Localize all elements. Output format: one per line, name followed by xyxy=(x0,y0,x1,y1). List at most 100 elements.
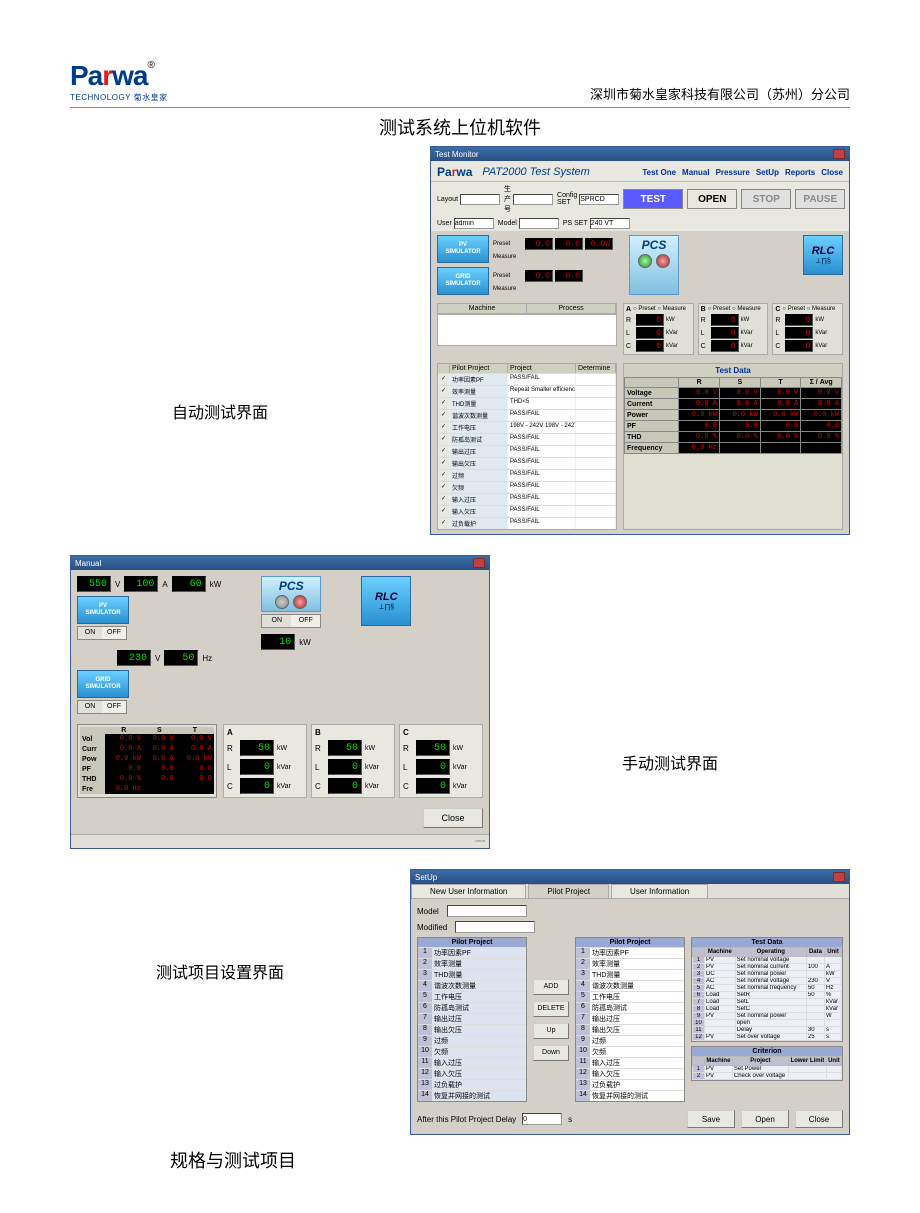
table-row[interactable]: ✓输出欠压PASS/FAIL xyxy=(438,457,616,469)
list-item[interactable]: 3THD测量 xyxy=(576,969,684,980)
open-button[interactable]: Open xyxy=(741,1110,789,1128)
list-item[interactable]: 11输入过压 xyxy=(576,1057,684,1068)
close-button[interactable]: Close xyxy=(795,1110,843,1128)
table-row[interactable]: 2PVSet nominal current100A xyxy=(693,964,842,971)
list-item[interactable]: 4谐波次数测量 xyxy=(576,980,684,991)
list-item[interactable]: 4谐波次数测量 xyxy=(418,980,526,991)
sn-input[interactable] xyxy=(513,194,553,205)
list-item[interactable]: 13过负载护 xyxy=(418,1079,526,1090)
menu-manual[interactable]: Manual xyxy=(682,168,710,177)
table-row[interactable]: 9PVSet nominal powerW xyxy=(693,1013,842,1020)
list-item[interactable]: 9过频 xyxy=(576,1035,684,1046)
list-item[interactable]: 6防孤岛测试 xyxy=(418,1002,526,1013)
delay-input[interactable] xyxy=(522,1113,562,1125)
stop-icon[interactable] xyxy=(656,254,670,268)
menu-setup[interactable]: SetUp xyxy=(756,168,779,177)
list-item[interactable]: 5工作电压 xyxy=(576,991,684,1002)
delete-button[interactable]: DELETE xyxy=(533,1001,569,1017)
table-row[interactable]: ✓欠频PASS/FAIL xyxy=(438,481,616,493)
list-item[interactable]: 6防孤岛测试 xyxy=(576,1002,684,1013)
list-item[interactable]: 11输入过压 xyxy=(418,1057,526,1068)
table-row[interactable]: 10open xyxy=(693,1020,842,1027)
tab-user-info[interactable]: New User Information xyxy=(411,884,526,898)
menu-close[interactable]: Close xyxy=(821,168,843,177)
pv-kw-led[interactable]: 60 xyxy=(172,576,206,592)
table-row[interactable]: ✓效率测量Repeat Smaller efficiency>115.5d an… xyxy=(438,385,616,397)
close-button[interactable]: Close xyxy=(423,808,483,828)
table-row[interactable]: 4ACSet nominal voltage230V xyxy=(693,978,842,985)
pcs-onoff[interactable]: ONOFF xyxy=(261,614,321,628)
pv-onoff[interactable]: ONOFF xyxy=(77,626,127,640)
list-item[interactable]: 13过负载护 xyxy=(576,1079,684,1090)
list-item[interactable]: 8输出欠压 xyxy=(418,1024,526,1035)
down-button[interactable]: Down xyxy=(533,1045,569,1061)
grid-volt-led[interactable]: 230 xyxy=(117,650,151,666)
table-row[interactable]: ✓过负载护PASS/FAIL xyxy=(438,517,616,529)
table-row[interactable]: 1PVSet nominal voltage xyxy=(693,957,842,964)
open-button[interactable]: OPEN xyxy=(687,189,737,209)
tab-pilot-project[interactable]: Pilot Project xyxy=(528,884,609,898)
grid-simulator-box[interactable]: GRIDSIMULATOR xyxy=(77,670,129,698)
list-item[interactable]: 1功率因素PF xyxy=(576,947,684,958)
config-input[interactable] xyxy=(579,194,619,205)
grid-onoff[interactable]: ONOFF xyxy=(77,700,127,714)
table-row[interactable]: ✓输入欠压PASS/FAIL xyxy=(438,505,616,517)
list-item[interactable]: 14恢复并网接的测试 xyxy=(418,1090,526,1101)
stop-icon[interactable] xyxy=(293,595,307,609)
table-row[interactable]: ✓输出过压PASS/FAIL xyxy=(438,445,616,457)
user-input[interactable] xyxy=(454,218,494,229)
table-row[interactable]: 12PVSet over voltage25s xyxy=(693,1034,842,1041)
list-item[interactable]: 5工作电压 xyxy=(418,991,526,1002)
add-button[interactable]: ADD xyxy=(533,979,569,995)
table-row[interactable]: 2PVCheck over voltage xyxy=(693,1073,842,1080)
close-icon[interactable] xyxy=(833,872,845,882)
close-icon[interactable] xyxy=(473,558,485,568)
table-row[interactable]: 5ACSet nominal frequency50Hz xyxy=(693,985,842,992)
list-item[interactable]: 12输入欠压 xyxy=(418,1068,526,1079)
table-row[interactable]: 3DCSet nominal powerkW xyxy=(693,971,842,978)
layout-input[interactable] xyxy=(460,194,500,205)
table-row[interactable]: ✓防孤岛测试PASS/FAIL xyxy=(438,433,616,445)
pv-amp-led[interactable]: 100 xyxy=(124,576,158,592)
list-item[interactable]: 1功率因素PF xyxy=(418,947,526,958)
stop-button[interactable]: STOP xyxy=(741,189,791,209)
pv-simulator-box[interactable]: PVSIMULATOR xyxy=(77,596,129,624)
list-item[interactable]: 7输出过压 xyxy=(418,1013,526,1024)
table-row[interactable]: 6LoadSetR50% xyxy=(693,992,842,999)
table-row[interactable]: ✓输入过压PASS/FAIL xyxy=(438,493,616,505)
list-item[interactable]: 2效率测量 xyxy=(576,958,684,969)
model-input[interactable] xyxy=(447,905,527,917)
tab-user-information[interactable]: User Information xyxy=(611,884,708,898)
menu-reports[interactable]: Reports xyxy=(785,168,815,177)
menu-test-one[interactable]: Test One xyxy=(642,168,676,177)
pv-simulator-box[interactable]: PVSIMULATOR xyxy=(437,235,489,263)
list-item[interactable]: 3THD测量 xyxy=(418,969,526,980)
grid-simulator-box[interactable]: GRIDSIMULATOR xyxy=(437,267,489,295)
modified-input[interactable] xyxy=(455,921,535,933)
table-row[interactable]: 7LoadSetLkVar xyxy=(693,999,842,1006)
save-button[interactable]: Save xyxy=(687,1110,735,1128)
run-icon[interactable] xyxy=(638,254,652,268)
menu-pressure[interactable]: Pressure xyxy=(716,168,750,177)
list-item[interactable]: 10欠频 xyxy=(418,1046,526,1057)
run-icon[interactable] xyxy=(275,595,289,609)
table-row[interactable]: ✓谐波次数测量PASS/FAIL xyxy=(438,409,616,421)
list-item[interactable]: 12输入欠压 xyxy=(576,1068,684,1079)
test-button[interactable]: TEST xyxy=(623,189,683,209)
list-item[interactable]: 9过频 xyxy=(418,1035,526,1046)
list-item[interactable]: 10欠频 xyxy=(576,1046,684,1057)
list-item[interactable]: 8输出欠压 xyxy=(576,1024,684,1035)
ps-input[interactable] xyxy=(590,218,630,229)
table-row[interactable]: 8LoadSetCkVar xyxy=(693,1006,842,1013)
list-item[interactable]: 2效率测量 xyxy=(418,958,526,969)
list-item[interactable]: 14恢复并网接的测试 xyxy=(576,1090,684,1101)
table-row[interactable]: ✓过频PASS/FAIL xyxy=(438,469,616,481)
table-row[interactable]: ✓THD测量THD<5 xyxy=(438,397,616,409)
list-item[interactable]: 7输出过压 xyxy=(576,1013,684,1024)
model-input[interactable] xyxy=(519,218,559,229)
grid-hz-led[interactable]: 50 xyxy=(164,650,198,666)
table-row[interactable]: 1PVSet Power xyxy=(693,1066,842,1073)
table-row[interactable]: ✓工作电压198V - 242V 198V - 242V 198V - 242V xyxy=(438,421,616,433)
pause-button[interactable]: PAUSE xyxy=(795,189,845,209)
close-icon[interactable] xyxy=(833,149,845,159)
